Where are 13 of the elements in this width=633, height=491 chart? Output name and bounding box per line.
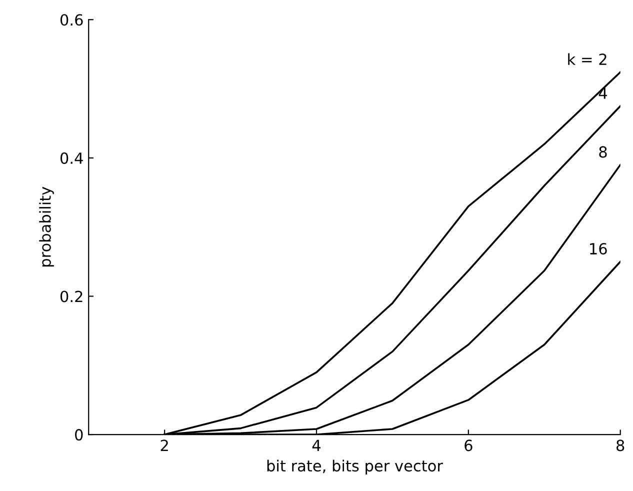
x-tick-label: 6 bbox=[464, 440, 472, 452]
y-axis-title: probability bbox=[39, 186, 54, 266]
series-label: 16 bbox=[590, 242, 607, 255]
y-tick-label: 0 bbox=[75, 429, 83, 441]
y-tick-label: 0.6 bbox=[60, 14, 83, 26]
series-label: k = 2 bbox=[568, 53, 606, 65]
y-tick-label: 0.4 bbox=[60, 152, 83, 164]
x-axis-title: bit rate, bits per vector bbox=[267, 460, 443, 475]
x-tick-label: 4 bbox=[312, 440, 321, 452]
series-label: 8 bbox=[599, 146, 607, 158]
x-tick-label: 8 bbox=[616, 440, 624, 452]
x-tick-label: 2 bbox=[160, 440, 168, 452]
y-tick-label: 0.2 bbox=[60, 290, 82, 302]
